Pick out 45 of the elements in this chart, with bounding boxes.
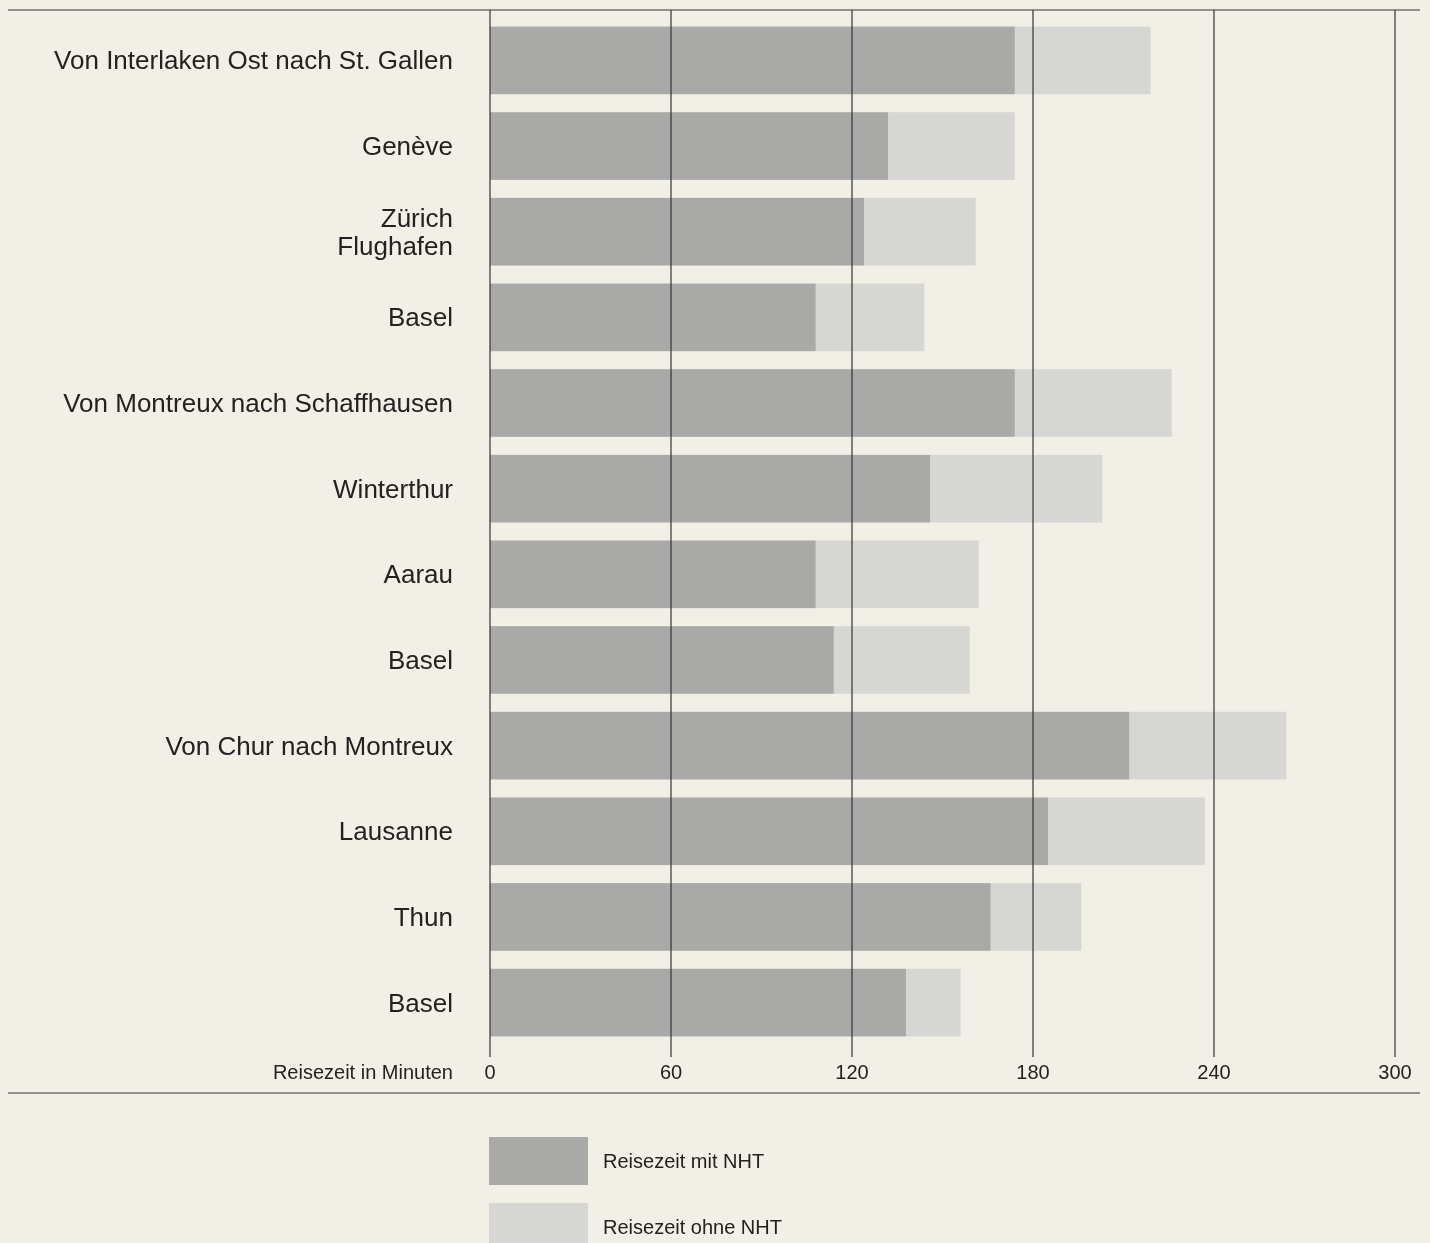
y-tick-label: Von Montreux nach Schaffhausen xyxy=(63,388,453,419)
bar xyxy=(490,711,1130,780)
x-tick-label: 180 xyxy=(1016,1061,1050,1083)
x-tick-label: 0 xyxy=(484,1061,496,1083)
bar xyxy=(815,540,979,609)
bar xyxy=(490,883,991,951)
bar xyxy=(1014,369,1172,437)
bar xyxy=(906,968,961,1037)
y-tick-label: Aarau xyxy=(383,559,453,590)
y-tick-label: Winterthur xyxy=(333,473,454,504)
legend-label: Reisezeit ohne NHT xyxy=(603,1216,782,1238)
y-tick-label: Von Interlaken Ost nach St. Gallen xyxy=(54,45,453,76)
bar xyxy=(864,197,976,266)
y-tick-label: Basel xyxy=(387,644,453,675)
bar xyxy=(1048,797,1205,866)
y-tick-label: Von Chur nach Montreux xyxy=(165,730,453,761)
bar xyxy=(990,883,1082,951)
bar xyxy=(490,797,1049,866)
x-axis-title: Reisezeit in Minuten xyxy=(272,1061,453,1083)
y-tick-label: Lausanne xyxy=(338,816,453,847)
x-tick-label: 300 xyxy=(1378,1061,1412,1083)
bar xyxy=(490,197,865,266)
bar xyxy=(490,454,931,523)
legend-label: Reisezeit mit NHT xyxy=(603,1150,765,1172)
y-tick-label: Basel xyxy=(387,987,453,1018)
bar xyxy=(490,968,907,1037)
bar xyxy=(490,540,816,609)
bar xyxy=(1129,711,1287,780)
bar xyxy=(490,283,816,352)
bar xyxy=(490,626,834,694)
x-tick-label: 240 xyxy=(1197,1061,1231,1083)
y-tick-label: Zürich Flughafen xyxy=(337,202,453,261)
bar xyxy=(815,283,925,352)
x-tick-label: 120 xyxy=(835,1061,869,1083)
bar xyxy=(930,454,1103,523)
y-tick-label: Thun xyxy=(393,901,453,932)
bar xyxy=(1014,26,1151,95)
y-tick-label: Basel xyxy=(387,302,453,333)
y-tick-label: Genève xyxy=(361,131,453,162)
bar xyxy=(833,626,970,694)
x-tick-label: 60 xyxy=(659,1061,683,1083)
bar xyxy=(490,26,1015,95)
bar xyxy=(490,369,1015,437)
bar xyxy=(490,112,889,180)
bar xyxy=(888,112,1015,180)
